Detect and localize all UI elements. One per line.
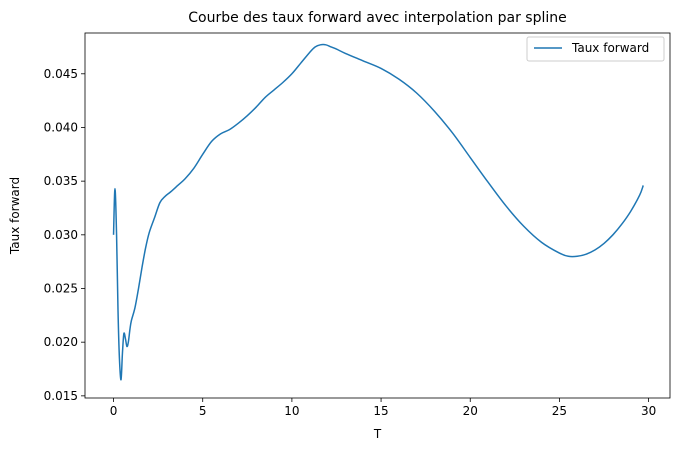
y-tick-label: 0.035 (44, 174, 78, 188)
y-tick-label: 0.015 (44, 389, 78, 403)
axes-frame (84, 32, 671, 399)
x-tick-label: 25 (552, 404, 567, 418)
y-axis-label: Taux forward (8, 177, 22, 255)
y-axis: 0.015 0.020 0.025 0.030 0.035 0.040 0.045 (44, 67, 85, 403)
y-tick-label: 0.020 (44, 335, 78, 349)
x-tick-label: 5 (199, 404, 207, 418)
legend-label: Taux forward (571, 41, 649, 55)
x-tick-label: 30 (641, 404, 656, 418)
x-tick-label: 10 (284, 404, 299, 418)
x-axis-label: T (373, 427, 382, 441)
x-tick-label: 15 (373, 404, 388, 418)
series-line-taux-forward (112, 43, 644, 381)
plot-area: 0 5 10 15 20 25 30 0.0150.0200.0250.0300.0350.… (44, 32, 671, 418)
x-tick-label: 20 (463, 404, 478, 418)
x-tick-label: 0 (110, 404, 118, 418)
chart-title: Courbe des taux forward avec interpolati… (188, 10, 567, 26)
legend: Taux forward (526, 36, 665, 62)
y-tick-label: 0.025 (44, 282, 78, 296)
legend-box (526, 36, 665, 62)
y-tick-label: 0.030 (44, 228, 78, 242)
y-tick-label: 0.040 (44, 120, 78, 134)
x-axis: 0 5 10 15 20 25 30 (110, 398, 656, 418)
y-tick-label: 0.045 (44, 67, 78, 81)
